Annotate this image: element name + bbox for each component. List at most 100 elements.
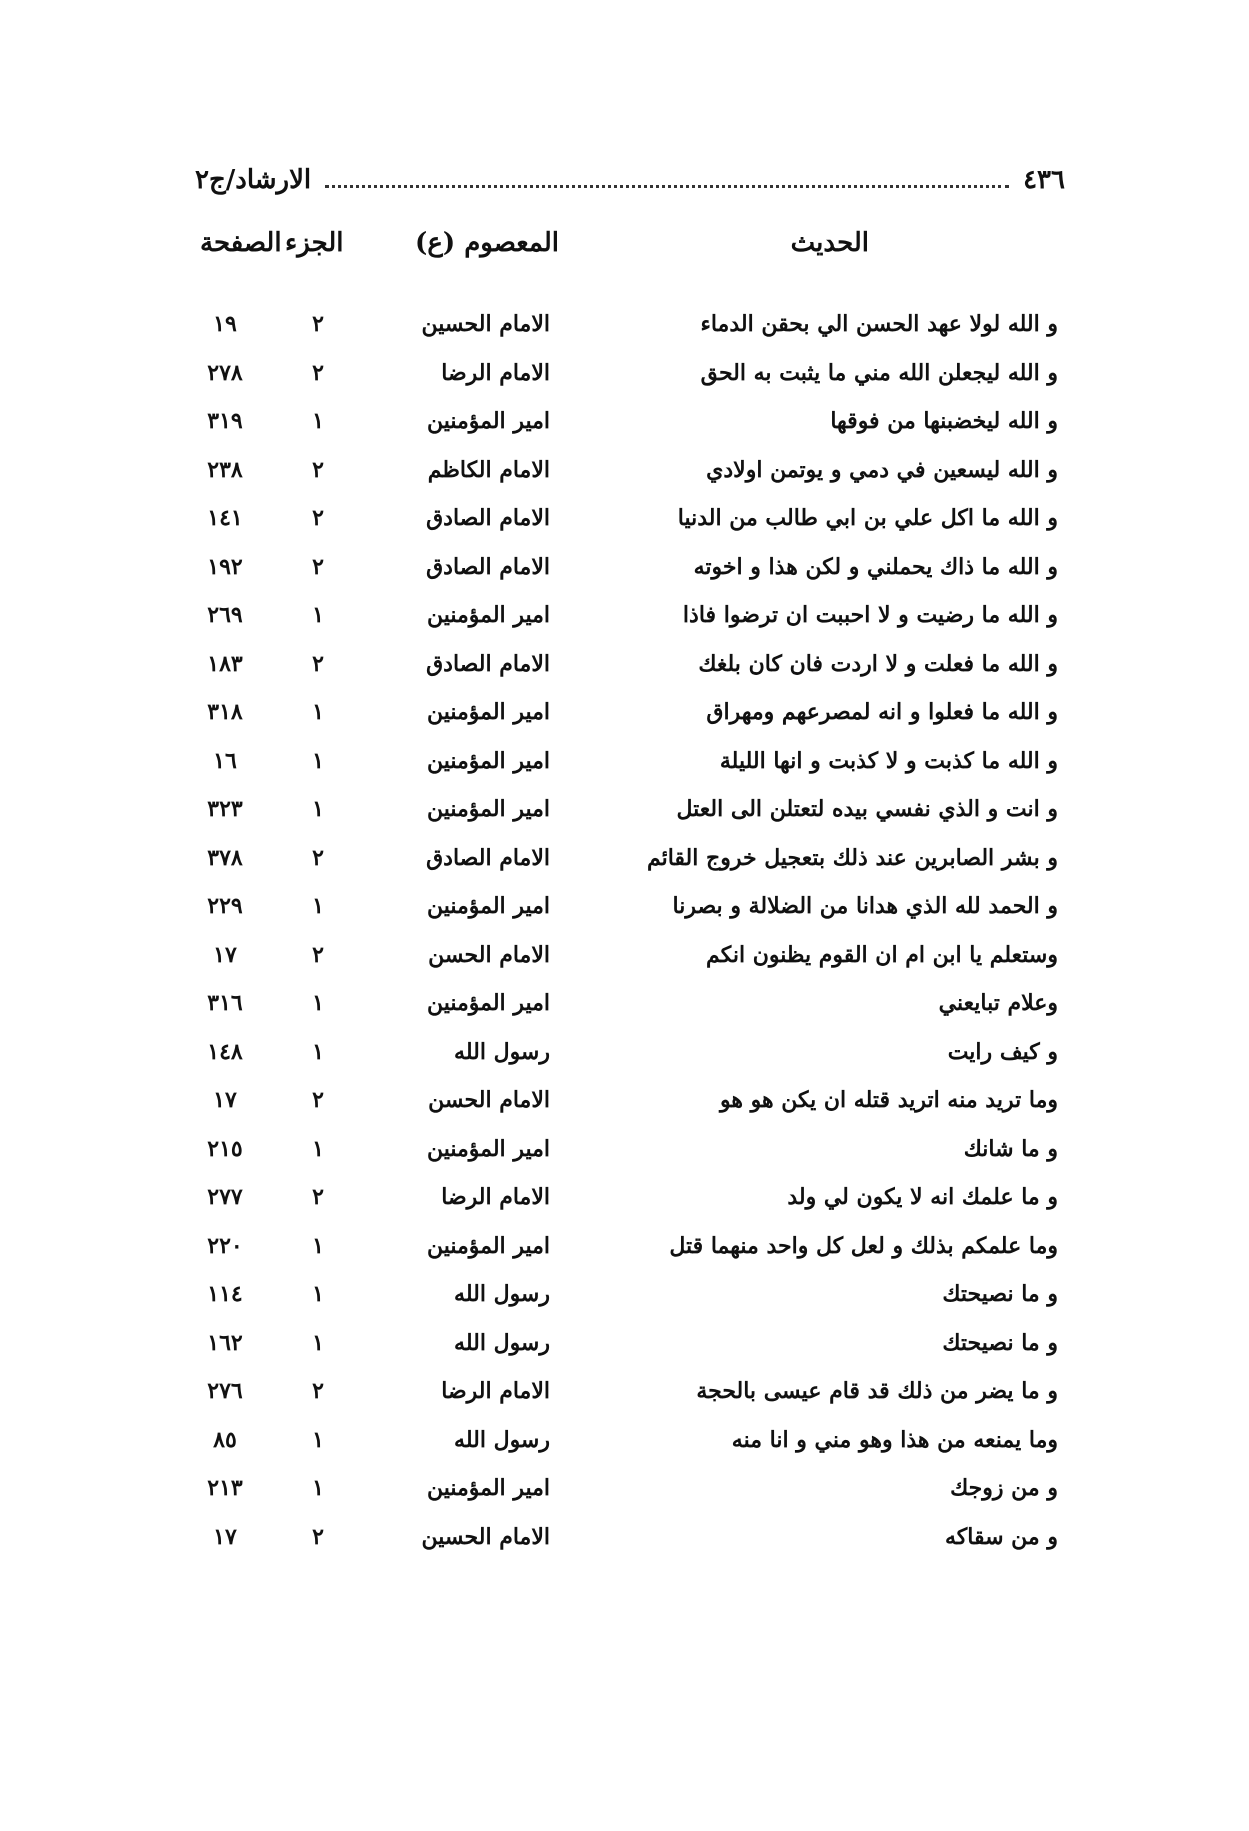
masoom-name: امير المؤمنين: [426, 747, 550, 774]
juz-number: ١: [312, 1281, 324, 1307]
page-number-ref: ١١٤: [207, 1281, 243, 1307]
page-number-ref: ١٦٢: [207, 1329, 243, 1356]
masoom-name: رسول الله: [454, 1426, 550, 1453]
juz-number: ١: [312, 1329, 324, 1356]
page-number-ref: ٢٢٠: [207, 1232, 243, 1259]
masoom-name: الامام الحسن: [428, 941, 550, 968]
hadith-text: و الله لولا عهد الحسن الي بحقن الدماء: [700, 311, 1059, 337]
hadith-text: و ما علمك انه لا يكون لي ولد: [787, 1184, 1058, 1210]
hadith-text: و الله ما رضيت و لا احببت ان ترضوا فاذا: [682, 602, 1058, 628]
table-row: و الحمد لله الذي هدانا من الضلالة و بصرن…: [0, 882, 1249, 930]
page-number-ref: ٢٦٩: [207, 602, 243, 628]
page-number-ref: ١٦: [213, 747, 237, 774]
table-row: و الله ليسعين في دمي و يوتمن اولادي الاما…: [0, 446, 1249, 494]
table-row: وعلام تبايعني امير المؤمنين ١ ٣١٦: [0, 979, 1249, 1027]
table-row: و من سقاكه الامام الحسين ٢ ١٧: [0, 1513, 1249, 1561]
table-row: و ما نصيحتك رسول الله ١ ١١٤: [0, 1270, 1249, 1318]
juz-number: ٢: [312, 1087, 324, 1113]
table-row: وستعلم يا ابن ام ان القوم يظنون انكم الام…: [0, 931, 1249, 979]
masoom-name: امير المؤمنين: [426, 1475, 550, 1501]
table-row: و الله ما كذبت و لا كذبت و انها الليلة ام…: [0, 737, 1249, 785]
juz-number: ١: [312, 1232, 324, 1259]
masoom-name: امير المؤمنين: [426, 408, 550, 434]
masoom-name: امير المؤمنين: [426, 699, 550, 725]
page-number-ref: ١٧: [213, 941, 237, 968]
page-number-ref: ٢١٥: [207, 1135, 243, 1162]
masoom-name: الامام الرضا: [441, 359, 550, 386]
hadith-text: و الله ليسعين في دمي و يوتمن اولادي: [706, 456, 1058, 483]
masoom-name: رسول الله: [454, 1281, 550, 1307]
hadith-text: و ما نصيحتك: [942, 1281, 1058, 1307]
juz-number: ١: [312, 602, 324, 628]
page-number-ref: ٣٢٣: [207, 796, 243, 822]
hadith-text: و الله ما فعلوا و انه لمصرعهم ومهراق: [706, 699, 1058, 725]
page-number-ref: ٣١٦: [207, 990, 243, 1016]
page-number-ref: ٨٥: [213, 1426, 237, 1453]
masoom-name: الامام الحسين: [421, 311, 550, 337]
hadith-text: و الله ما اكل علي بن ابي طالب من الدنيا: [677, 505, 1058, 531]
juz-number: ١: [312, 1426, 324, 1453]
masoom-name: الامام الصادق: [426, 553, 550, 580]
dotted-leader: [325, 184, 1010, 188]
juz-number: ١: [312, 408, 324, 434]
running-header: ٤٣٦ الارشاد/ج٢: [195, 160, 1065, 200]
hadith-text: وما علمكم بذلك و لعل كل واحد منهما قتل: [669, 1232, 1058, 1259]
masoom-name: امير المؤمنين: [426, 602, 550, 628]
hadith-text: و بشر الصابرين عند ذلك بتعجيل خروج القائ…: [646, 844, 1058, 871]
juz-number: ١: [312, 747, 324, 774]
juz-number: ٢: [312, 844, 324, 871]
page-number-ref: ٢٣٨: [207, 456, 243, 483]
page-number-ref: ١٨٣: [207, 650, 243, 677]
masoom-name: الامام الرضا: [441, 1378, 550, 1404]
table-row: و ما علمك انه لا يكون لي ولد الامام الرضا…: [0, 1173, 1249, 1221]
juz-number: ١: [312, 796, 324, 822]
masoom-name: امير المؤمنين: [426, 1135, 550, 1162]
juz-number: ١: [312, 1038, 324, 1065]
page-number-ref: ٢٧٨: [207, 359, 243, 386]
masoom-name: الامام الكاظم: [427, 456, 550, 483]
masoom-name: الامام الصادق: [426, 650, 550, 677]
column-header-hadith: الحديث: [790, 228, 869, 258]
page-number-ref: ١٧: [213, 1523, 237, 1550]
hadith-text: و انت و الذي نفسي بيده لتعتلن الى العتل: [676, 796, 1059, 822]
table-row: و الله ليخضبنها من فوقها امير المؤمنين ١ ٣١…: [0, 397, 1249, 445]
hadith-text: و من سقاكه: [944, 1523, 1058, 1550]
table-row: و الله ما فعلوا و انه لمصرعهم ومهراق امير…: [0, 688, 1249, 736]
table-row: و الله ما ذاك يحملني و لكن هذا و اخوته ال…: [0, 543, 1249, 591]
juz-number: ٢: [312, 941, 324, 968]
running-title: الارشاد/ج٢: [195, 165, 312, 195]
page-number-ref: ٣١٩: [207, 408, 243, 434]
hadith-text: وعلام تبايعني: [938, 990, 1058, 1016]
table-row: و ما نصيحتك رسول الله ١ ١٦٢: [0, 1319, 1249, 1367]
column-header-masoom: المعصوم (ع): [415, 228, 559, 258]
hadith-text: و ما يضر من ذلك قد قام عيسى بالحجة: [696, 1378, 1058, 1404]
table-row: و الله ما اكل علي بن ابي طالب من الدنيا ا…: [0, 494, 1249, 542]
page-number: ٤٣٦: [1023, 165, 1065, 195]
page-number-ref: ٢١٣: [207, 1475, 243, 1501]
juz-number: ١: [312, 893, 324, 919]
juz-number: ٢: [312, 650, 324, 677]
hadith-text: و الله ما ذاك يحملني و لكن هذا و اخوته: [693, 553, 1058, 580]
hadith-text: وما تريد منه اتريد قتله ان يكن هو هو: [719, 1087, 1058, 1113]
hadith-text: و من زوجك: [950, 1475, 1058, 1501]
hadith-text: و ما نصيحتك: [942, 1329, 1058, 1356]
juz-number: ٢: [312, 553, 324, 580]
table-row: و بشر الصابرين عند ذلك بتعجيل خروج القائ…: [0, 834, 1249, 882]
masoom-name: رسول الله: [454, 1329, 550, 1356]
hadith-text: وستعلم يا ابن ام ان القوم يظنون انكم: [706, 941, 1058, 968]
hadith-text: و الله ما فعلت و لا اردت فان كان بلغك: [698, 650, 1058, 677]
hadith-text: و الله ليجعلن الله مني ما يثبت به الحق: [700, 359, 1058, 386]
juz-number: ٢: [312, 311, 324, 337]
juz-number: ٢: [312, 505, 324, 531]
table-row: و كيف رايت رسول الله ١ ١٤٨: [0, 1028, 1249, 1076]
table-row: و الله ما رضيت و لا احببت ان ترضوا فاذا ا…: [0, 591, 1249, 639]
column-header-juz: الجزء: [285, 228, 344, 258]
hadith-text: و الله ليخضبنها من فوقها: [830, 408, 1058, 434]
page-number-ref: ١٤١: [207, 505, 243, 531]
masoom-name: امير المؤمنين: [426, 1232, 550, 1259]
hadith-text: و كيف رايت: [947, 1038, 1058, 1065]
column-header-page: الصفحة: [200, 228, 282, 258]
page-number-ref: ٣٧٨: [207, 844, 243, 871]
table-row: و انت و الذي نفسي بيده لتعتلن الى العتل ا…: [0, 785, 1249, 833]
page-number-ref: ٢٧٦: [207, 1378, 243, 1404]
